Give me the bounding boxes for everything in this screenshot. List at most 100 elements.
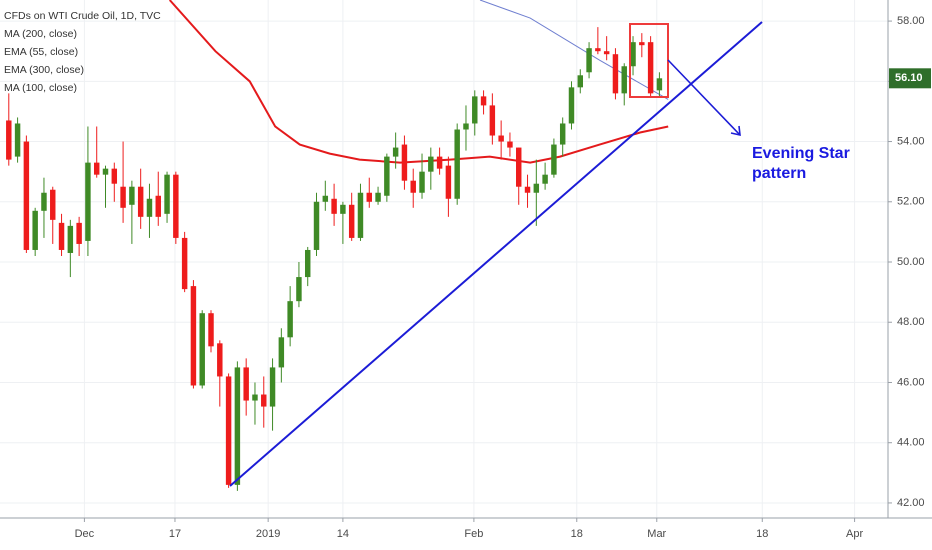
x-tick-label: 18 xyxy=(571,528,583,540)
x-tick-label: 14 xyxy=(337,528,349,540)
x-tick-label: Mar xyxy=(647,528,666,540)
candle-body xyxy=(6,120,12,160)
price-tag xyxy=(889,68,931,89)
candle-body xyxy=(375,192,381,202)
candle-body xyxy=(542,174,548,184)
candle-body xyxy=(498,135,504,142)
candle-body xyxy=(76,222,82,244)
y-tick-label: 52.00 xyxy=(897,196,925,208)
candle-body xyxy=(639,42,645,46)
candle-body xyxy=(261,394,267,407)
candle-body xyxy=(366,192,372,202)
candle-body xyxy=(489,105,496,136)
candle-body xyxy=(304,249,311,278)
candle-body xyxy=(586,48,592,73)
candle-body xyxy=(656,78,663,91)
candle-body xyxy=(507,141,513,148)
candle-body xyxy=(146,198,153,217)
candle-body xyxy=(313,201,320,250)
x-tick-label: 2019 xyxy=(256,528,280,540)
candle-body xyxy=(190,286,197,386)
candle-body xyxy=(199,313,205,386)
y-tick-label: 50.00 xyxy=(897,256,925,268)
candle-body xyxy=(577,75,584,88)
moving-average xyxy=(479,0,669,100)
candle-body xyxy=(93,162,100,175)
candle-body xyxy=(58,222,65,250)
candle-body xyxy=(243,367,249,401)
candle-body xyxy=(524,186,531,193)
y-tick-label: 54.00 xyxy=(897,135,925,147)
y-tick-label: 44.00 xyxy=(897,437,925,449)
candle-body xyxy=(595,48,601,52)
candle-body xyxy=(516,147,522,187)
candle-body xyxy=(296,277,302,302)
candle-body xyxy=(445,165,452,199)
candle-body xyxy=(621,66,627,94)
x-tick-label: Dec xyxy=(75,528,95,540)
candle-body xyxy=(436,156,443,169)
candle-body xyxy=(392,147,399,157)
candle-body xyxy=(164,174,170,214)
candle-body xyxy=(419,171,425,193)
arrow xyxy=(667,59,741,136)
moving-average xyxy=(168,0,669,164)
price-tag-label: 56.10 xyxy=(895,72,923,84)
candle-body xyxy=(463,123,469,130)
indicator: MA (100, close) xyxy=(4,82,77,94)
candle-body xyxy=(278,337,285,368)
candle-body xyxy=(208,313,214,347)
chart-title: CFDs on WTI Crude Oil, 1D, TVC xyxy=(4,10,161,22)
candle-body xyxy=(348,204,355,238)
candle-body xyxy=(181,237,188,290)
candle-body xyxy=(234,367,241,485)
candle-body xyxy=(647,42,654,94)
candle-body xyxy=(559,123,566,145)
arrow-head xyxy=(730,125,741,137)
candle-body xyxy=(612,54,619,94)
overlays xyxy=(168,0,669,164)
candle-body xyxy=(568,87,575,124)
candle-body xyxy=(472,96,478,124)
indicator: MA (200, close) xyxy=(4,28,77,40)
candle-body xyxy=(23,141,30,250)
candle-body xyxy=(410,180,416,193)
candle-body xyxy=(102,168,109,175)
candle-body xyxy=(603,51,610,55)
candle-body xyxy=(287,301,293,338)
y-tick-label: 46.00 xyxy=(897,376,925,388)
candle-body xyxy=(85,162,91,241)
x-tick-label: 18 xyxy=(756,528,768,540)
y-tick-label: 48.00 xyxy=(897,316,925,328)
x-tick-label: Apr xyxy=(846,528,863,540)
annotation: Evening Star xyxy=(752,145,850,162)
candle-body xyxy=(384,156,390,196)
indicator: EMA (300, close) xyxy=(4,64,84,76)
candle-body xyxy=(129,186,135,205)
trend-line xyxy=(229,21,763,487)
x-tick-label: 17 xyxy=(169,528,181,540)
candle-body xyxy=(331,198,337,214)
candle-body xyxy=(67,225,74,253)
candles xyxy=(6,27,663,491)
candle-body xyxy=(428,156,434,172)
candle-body xyxy=(173,174,179,238)
candle-body xyxy=(217,343,223,377)
candle-body xyxy=(357,192,364,238)
y-tick-label: 42.00 xyxy=(897,497,925,509)
candle-body xyxy=(137,186,144,217)
candle-body xyxy=(41,192,47,211)
candle-body xyxy=(322,195,329,202)
candle-body xyxy=(225,376,232,485)
candle-body xyxy=(269,367,276,407)
x-tick-label: Feb xyxy=(464,528,483,540)
candle-body xyxy=(454,129,460,199)
annotation: pattern xyxy=(752,165,806,182)
candle-body xyxy=(551,144,557,175)
candle-body xyxy=(401,144,408,181)
candle-body xyxy=(14,123,21,157)
candle-body xyxy=(340,204,346,214)
candle-body xyxy=(111,168,118,184)
